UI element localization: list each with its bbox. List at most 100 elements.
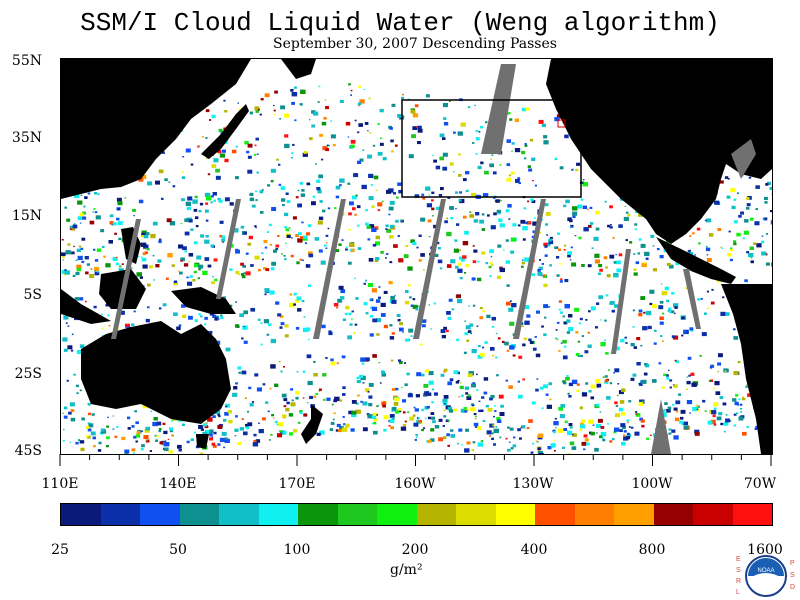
- cloud-cell: [480, 440, 484, 443]
- cloud-cell: [114, 435, 118, 438]
- cloud-cell: [350, 144, 355, 148]
- cloud-cell: [146, 439, 148, 441]
- cloud-cell: [733, 328, 736, 331]
- cloud-cell: [222, 296, 226, 300]
- cloud-cell: [365, 209, 368, 212]
- cloud-cell: [264, 246, 268, 249]
- cloud-cell: [500, 404, 504, 408]
- logo-letter: S: [736, 567, 741, 574]
- cloud-cell: [663, 373, 667, 377]
- cloud-cell: [725, 312, 730, 316]
- cloud-cell: [75, 384, 79, 388]
- land-masses: [61, 59, 772, 454]
- cloud-cell: [413, 406, 416, 409]
- cloud-cell: [717, 362, 722, 366]
- lon-label: 170E: [278, 476, 316, 492]
- cloud-cell: [100, 313, 103, 316]
- cloud-cell: [618, 253, 623, 257]
- cloud-cell: [235, 176, 239, 180]
- cloud-cell: [76, 267, 82, 272]
- cloud-cell: [179, 271, 183, 275]
- cloud-cell: [465, 428, 469, 432]
- cloud-cell: [301, 300, 305, 303]
- cloud-cell: [446, 264, 452, 268]
- cloud-cell: [198, 425, 204, 429]
- logo-letter: S: [790, 572, 795, 579]
- cloud-cell: [590, 384, 596, 389]
- cloud-cell: [544, 254, 548, 257]
- cloud-cell: [207, 173, 211, 176]
- cloud-cell: [440, 329, 446, 333]
- cloud-cell: [737, 360, 741, 364]
- cloud-cell: [204, 316, 208, 320]
- cloud-cell: [465, 264, 469, 267]
- cloud-cell: [241, 370, 247, 375]
- cloud-cell: [184, 218, 189, 222]
- cloud-cell: [431, 199, 434, 202]
- lat-label: 45S: [14, 443, 42, 459]
- cloud-cell: [284, 334, 289, 338]
- cloud-cell: [706, 307, 709, 310]
- cloud-cell: [577, 355, 580, 357]
- cloud-cell: [676, 410, 679, 413]
- cloud-cell: [84, 256, 89, 260]
- cloud-cell: [668, 264, 674, 269]
- cloud-cell: [334, 396, 340, 402]
- cloud-cell: [662, 312, 665, 315]
- cloud-cell: [415, 308, 419, 311]
- logo-letter: D: [790, 584, 795, 591]
- cloud-cell: [505, 239, 509, 242]
- cloud-cell: [473, 422, 479, 427]
- cloud-cell: [543, 304, 549, 309]
- cloud-cell: [638, 313, 643, 317]
- cloud-cell: [728, 230, 731, 233]
- cloud-cell: [560, 278, 563, 281]
- cloud-cell: [168, 181, 171, 183]
- cloud-cell: [77, 439, 80, 441]
- cloud-cell: [69, 441, 72, 443]
- cloud-cell: [65, 322, 68, 324]
- cloud-cell: [492, 424, 495, 427]
- cloud-cell: [660, 283, 663, 285]
- cloud-cell: [766, 181, 771, 185]
- cloud-cell: [286, 234, 291, 238]
- cloud-cell: [291, 92, 298, 97]
- cloud-cell: [458, 174, 462, 177]
- cloud-cell: [348, 228, 351, 231]
- cloud-cell: [286, 401, 290, 405]
- cloud-cell: [708, 380, 711, 382]
- cloud-cell: [596, 302, 600, 305]
- cloud-cell: [233, 228, 239, 233]
- cloud-cell: [723, 422, 729, 426]
- cloud-cell: [506, 349, 510, 352]
- cloud-cell: [460, 408, 466, 413]
- cloud-cell: [358, 85, 362, 88]
- cloud-cell: [510, 237, 517, 242]
- cloud-cell: [481, 396, 485, 399]
- cloud-cell: [229, 304, 233, 307]
- cloud-cell: [215, 175, 221, 180]
- cloud-cell: [730, 188, 736, 193]
- cloud-cell: [244, 397, 247, 400]
- lat-label: 15N: [11, 208, 42, 224]
- cloud-cell: [499, 436, 502, 439]
- cloud-cell: [456, 338, 460, 342]
- cloud-cell: [83, 205, 86, 208]
- cloud-cell: [413, 422, 419, 427]
- cloud-cell: [178, 448, 182, 452]
- cloud-cell: [607, 423, 610, 425]
- cloud-cell: [475, 153, 478, 155]
- cloud-cell: [493, 428, 499, 434]
- cloud-cell: [138, 177, 144, 182]
- cloud-cell: [443, 370, 447, 373]
- cloud-cell: [317, 190, 322, 194]
- cloud-cell: [204, 257, 210, 261]
- cloud-cell: [193, 270, 197, 274]
- cloud-cell: [704, 312, 707, 315]
- cloud-cell: [614, 427, 620, 432]
- cloud-cell: [555, 329, 558, 331]
- cloud-cell: [70, 349, 74, 352]
- cloud-cell: [308, 119, 311, 121]
- cloud-cell: [193, 241, 198, 245]
- cloud-cell: [738, 416, 744, 421]
